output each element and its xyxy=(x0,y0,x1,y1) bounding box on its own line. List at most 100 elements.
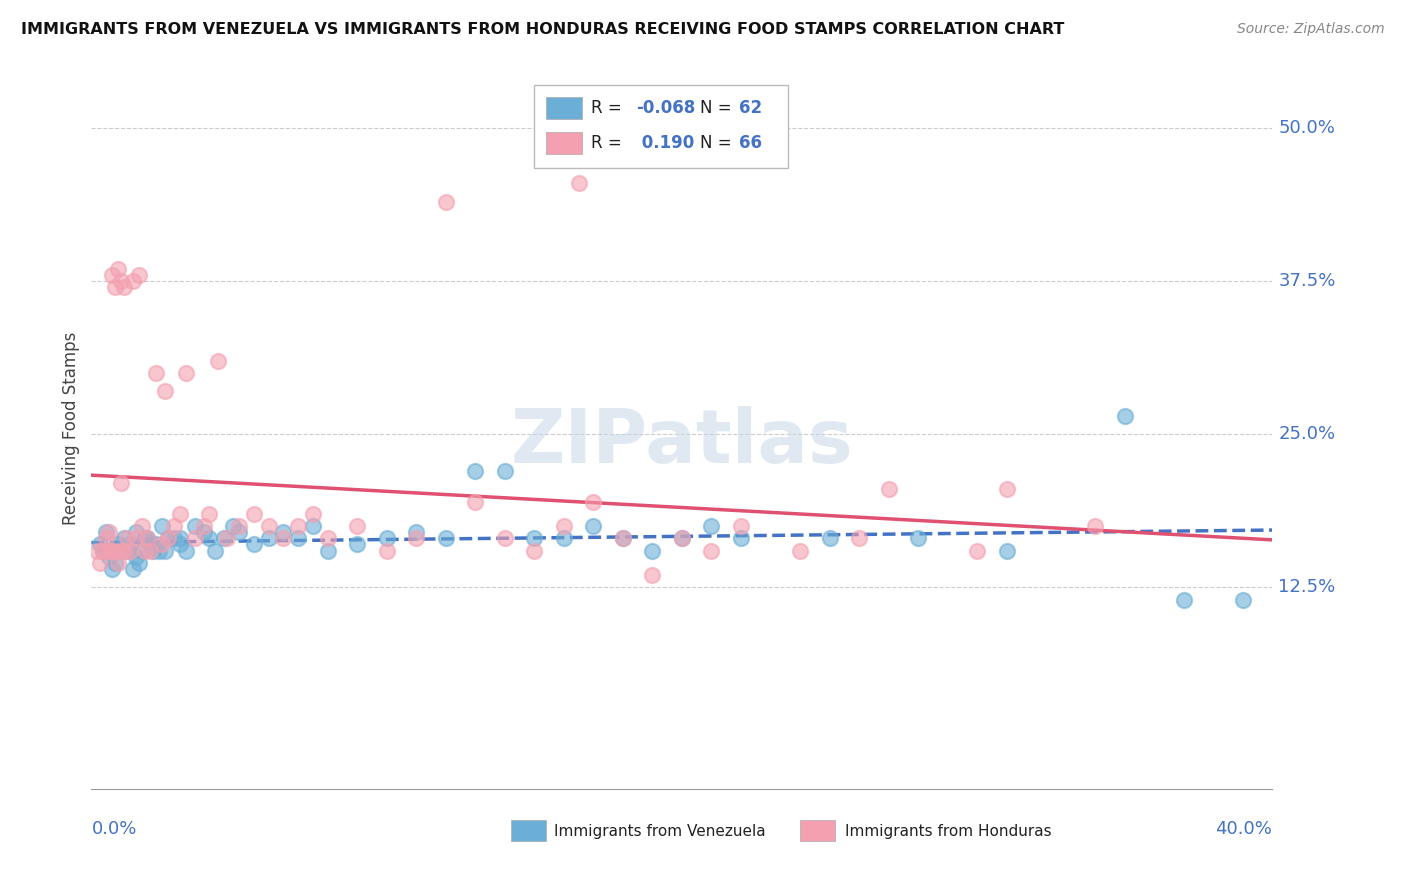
Point xyxy=(287,519,309,533)
Point xyxy=(257,532,280,546)
Text: Immigrants from Honduras: Immigrants from Honduras xyxy=(845,824,1052,838)
Text: N =: N = xyxy=(700,134,737,152)
Point xyxy=(118,537,141,551)
Text: 12.5%: 12.5% xyxy=(1278,578,1336,597)
Point xyxy=(612,532,634,546)
Point xyxy=(136,532,159,546)
Point xyxy=(346,519,368,533)
Point xyxy=(405,532,427,546)
Point xyxy=(257,519,280,533)
Point xyxy=(494,464,516,478)
Point xyxy=(301,519,323,533)
Point xyxy=(89,537,111,551)
Point xyxy=(169,537,191,551)
Point xyxy=(222,519,245,533)
Text: 66: 66 xyxy=(738,134,762,152)
Point xyxy=(169,507,191,521)
Point xyxy=(142,543,165,558)
Point xyxy=(523,543,546,558)
Point xyxy=(163,532,186,546)
Point xyxy=(134,532,156,546)
Text: Source: ZipAtlas.com: Source: ZipAtlas.com xyxy=(1237,22,1385,37)
Point xyxy=(183,519,207,533)
Point xyxy=(1232,592,1254,607)
Point xyxy=(612,532,634,546)
Point xyxy=(148,543,170,558)
Point xyxy=(104,556,127,570)
Point xyxy=(101,562,124,576)
Point xyxy=(110,543,132,558)
Point xyxy=(273,525,295,540)
Point xyxy=(157,532,180,546)
Point xyxy=(104,280,127,294)
Text: N =: N = xyxy=(700,99,737,117)
Point xyxy=(494,532,516,546)
Point xyxy=(128,556,150,570)
Point xyxy=(124,525,148,540)
Point xyxy=(91,543,114,558)
Text: -0.068: -0.068 xyxy=(636,99,695,117)
Point xyxy=(1084,519,1107,533)
Point xyxy=(145,537,167,551)
Point xyxy=(523,532,546,546)
Point xyxy=(641,543,664,558)
Point xyxy=(700,519,723,533)
Point xyxy=(112,543,135,558)
Point xyxy=(153,543,177,558)
Point xyxy=(193,525,215,540)
Point xyxy=(98,543,121,558)
Point xyxy=(128,268,150,282)
Point xyxy=(112,280,135,294)
Point xyxy=(107,556,129,570)
Point xyxy=(316,532,339,546)
Point xyxy=(848,532,870,546)
Point xyxy=(86,543,108,558)
Point xyxy=(553,532,575,546)
Point xyxy=(995,483,1018,497)
Point xyxy=(582,494,605,508)
Point xyxy=(207,353,229,368)
Point xyxy=(110,543,132,558)
Point xyxy=(139,537,162,551)
Text: ZIPatlas: ZIPatlas xyxy=(510,406,853,479)
Point xyxy=(115,543,138,558)
Point xyxy=(134,543,156,558)
Point xyxy=(877,483,900,497)
Point xyxy=(204,543,226,558)
Point xyxy=(671,532,693,546)
Point xyxy=(104,543,127,558)
Point xyxy=(434,532,457,546)
Point xyxy=(121,562,143,576)
Point xyxy=(107,537,129,551)
Point xyxy=(174,543,197,558)
Text: 37.5%: 37.5% xyxy=(1278,272,1336,290)
Point xyxy=(789,543,811,558)
Point xyxy=(243,507,266,521)
Point xyxy=(131,519,153,533)
Text: 40.0%: 40.0% xyxy=(1216,820,1272,838)
Point xyxy=(107,262,129,277)
Point xyxy=(118,543,141,558)
Point xyxy=(316,543,339,558)
Point xyxy=(907,532,929,546)
Point xyxy=(183,532,207,546)
Point xyxy=(198,507,221,521)
Point xyxy=(89,556,111,570)
Point xyxy=(150,519,173,533)
Point xyxy=(464,494,486,508)
Point xyxy=(163,519,186,533)
Point xyxy=(110,274,132,288)
Point xyxy=(96,525,118,540)
Point xyxy=(273,532,295,546)
Point xyxy=(995,543,1018,558)
Point xyxy=(169,532,191,546)
Point xyxy=(228,525,250,540)
Point xyxy=(730,519,752,533)
Point xyxy=(464,464,486,478)
Text: R =: R = xyxy=(591,99,627,117)
Point xyxy=(98,549,121,564)
Point xyxy=(214,532,236,546)
Point xyxy=(198,532,221,546)
Text: Immigrants from Venezuela: Immigrants from Venezuela xyxy=(554,824,766,838)
Text: 50.0%: 50.0% xyxy=(1278,120,1336,137)
